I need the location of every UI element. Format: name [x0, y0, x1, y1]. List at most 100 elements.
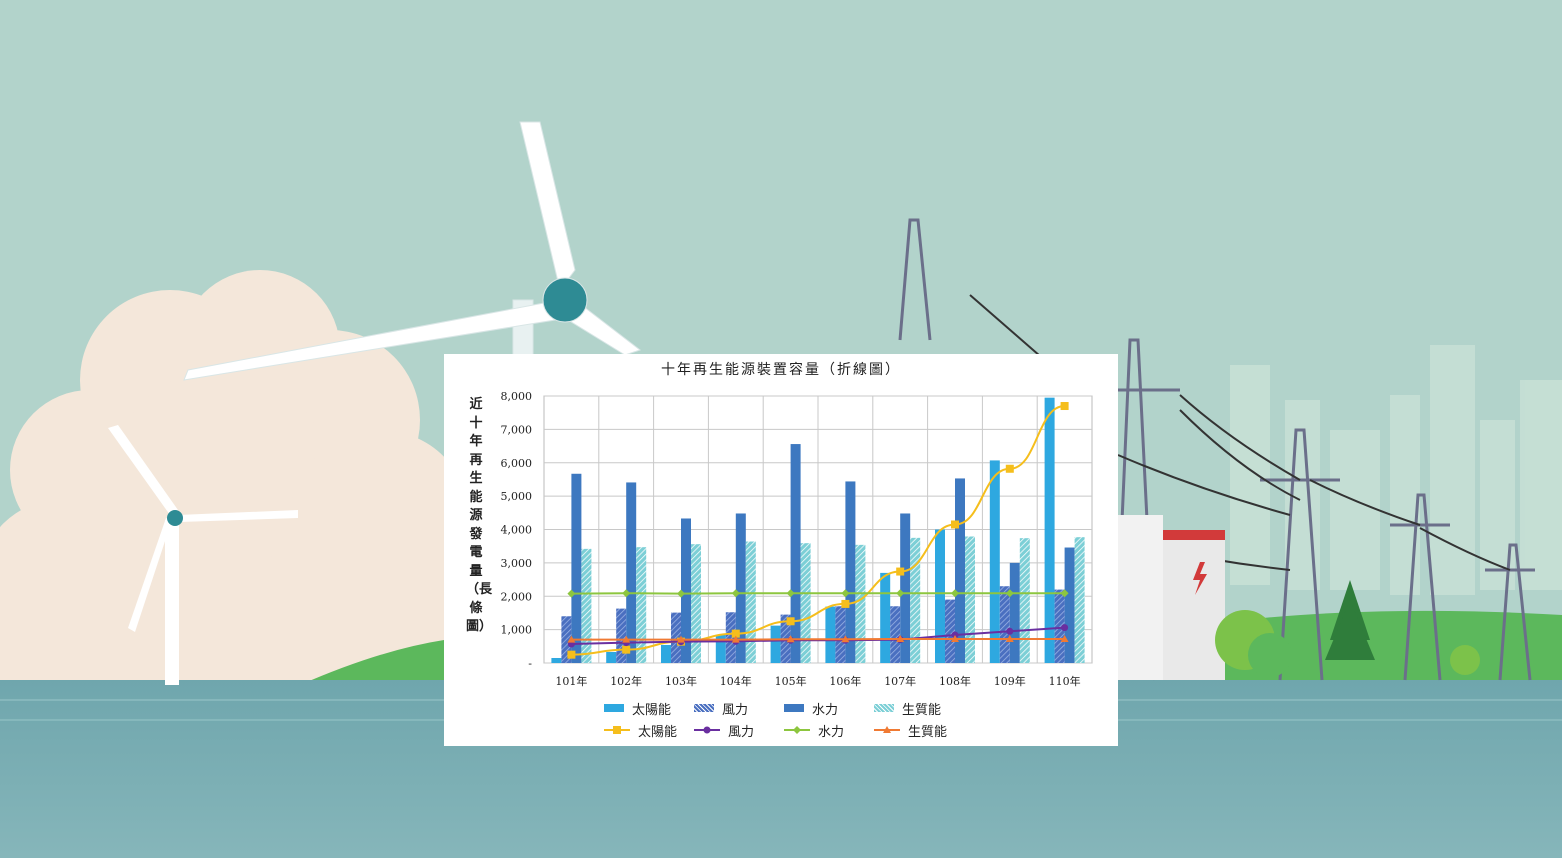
bar-2-1 — [626, 482, 637, 663]
marker-3-2 — [677, 635, 685, 643]
marker-3-4 — [786, 635, 795, 643]
marker-2-8 — [1005, 589, 1014, 598]
cloud — [0, 270, 470, 700]
marker-3-6 — [896, 634, 905, 642]
marker-0-0 — [567, 650, 576, 659]
bar-3-8 — [1019, 538, 1030, 663]
y-tick-label: 8,000 — [501, 390, 533, 403]
marker-0-3 — [731, 629, 740, 638]
legend-label: 風力 — [728, 724, 755, 740]
legend-swatch — [784, 704, 804, 712]
legend-label: 生質能 — [908, 724, 948, 740]
bar-line-chart: - 1,000 2,000 3,000 4,000 5,000 6,000 7,000 8,00… — [501, 390, 1093, 688]
marker-2-4 — [786, 589, 795, 598]
legend-label: 風力 — [722, 702, 749, 718]
marker-1-9 — [1061, 624, 1069, 632]
legend-item-line-0: 太陽能 — [604, 721, 694, 740]
y-tick-label: 6,000 — [501, 457, 533, 470]
y-tick-label: - — [528, 657, 532, 670]
chart-title: 十年再生能源裝置容量（折線圖） — [661, 362, 901, 378]
marker-0-6 — [896, 567, 905, 576]
marker-3-0 — [567, 635, 576, 643]
marker-2-7 — [951, 589, 959, 598]
marker-0-4 — [786, 617, 795, 626]
legend-item-line-1: 風力 — [694, 721, 784, 740]
chart-card: 十年再生能源裝置容量（折線圖） 近十年再生能源發電量（長條圖） - 1,000 2,… — [444, 354, 1118, 746]
bar-1-0 — [561, 616, 572, 663]
bar-0-0 — [551, 657, 562, 663]
bar-1-6 — [890, 606, 901, 663]
legend-label: 生質能 — [902, 702, 942, 718]
bar-3-5 — [855, 544, 866, 663]
marker-2-5 — [841, 589, 850, 598]
bar-3-7 — [965, 536, 975, 663]
y-tick-label: 5,000 — [501, 490, 533, 503]
bar-1-3 — [725, 612, 736, 663]
y-tick-label: 1,000 — [501, 624, 533, 637]
legend-swatch — [604, 704, 624, 712]
bar-0-4 — [770, 625, 781, 663]
bar-3-1 — [636, 547, 647, 663]
bar-1-1 — [616, 608, 627, 663]
x-tick-label: 106年 — [829, 674, 861, 688]
legend-label: 太陽能 — [638, 724, 678, 740]
line-series-1 — [571, 626, 1065, 645]
substation — [1118, 515, 1225, 680]
y-axis-label: 近十年再生能源發電量（長條圖） — [466, 397, 493, 634]
marker-2-1 — [622, 589, 631, 598]
bar-1-9 — [1054, 589, 1065, 663]
bar-3-9 — [1074, 537, 1085, 663]
bar-2-6 — [900, 513, 911, 663]
bar-1-7 — [945, 599, 955, 663]
bar-3-0 — [581, 548, 592, 663]
marker-2-0 — [567, 589, 576, 598]
bar-3-3 — [745, 541, 756, 663]
marker-3-3 — [731, 635, 740, 643]
bar-2-8 — [1009, 562, 1020, 663]
bar-0-2 — [661, 644, 671, 663]
bar-0-9 — [1044, 397, 1055, 663]
bar-2-2 — [681, 518, 691, 663]
x-tick-label: 107年 — [884, 674, 916, 688]
x-tick-label: 102年 — [610, 674, 642, 688]
legend-swatch — [874, 726, 900, 733]
bar-0-6 — [880, 572, 891, 663]
bar-0-1 — [606, 651, 617, 663]
y-tick-label: 2,000 — [501, 590, 533, 603]
bar-0-7 — [935, 529, 945, 663]
marker-2-9 — [1060, 589, 1069, 598]
bar-2-4 — [790, 444, 801, 663]
bar-2-9 — [1064, 547, 1075, 663]
line-series-3 — [571, 637, 1065, 641]
bar-0-3 — [715, 634, 726, 663]
legend-swatch — [694, 704, 714, 712]
legend-item-line-3: 生質能 — [874, 721, 964, 740]
marker-2-2 — [677, 589, 685, 598]
bar-2-5 — [845, 481, 856, 663]
marker-3-7 — [951, 634, 959, 642]
bar-2-3 — [735, 513, 746, 663]
bar-0-5 — [825, 606, 836, 663]
legend-label: 水力 — [818, 724, 845, 740]
bar-1-5 — [835, 606, 846, 663]
power-pylon — [898, 218, 1535, 681]
bar-3-4 — [800, 543, 811, 663]
legend-label: 水力 — [812, 702, 839, 718]
bar-1-2 — [671, 612, 681, 663]
legend-swatch — [694, 726, 720, 734]
grass-hill — [300, 640, 444, 690]
legend-item-bar-0: 太陽能 — [604, 699, 694, 718]
bar-2-0 — [571, 473, 582, 663]
legend-item-bar-2: 水力 — [784, 699, 874, 718]
wind-turbine-large — [183, 121, 642, 381]
x-tick-label: 103年 — [665, 674, 697, 688]
marker-3-5 — [841, 635, 850, 643]
trees — [1215, 580, 1480, 677]
legend-item-line-2: 水力 — [784, 721, 874, 740]
marker-3-8 — [1005, 634, 1014, 642]
bar-3-6 — [910, 537, 921, 663]
marker-0-5 — [841, 599, 850, 608]
marker-3-9 — [1060, 634, 1069, 642]
x-tick-label: 101年 — [555, 674, 587, 688]
